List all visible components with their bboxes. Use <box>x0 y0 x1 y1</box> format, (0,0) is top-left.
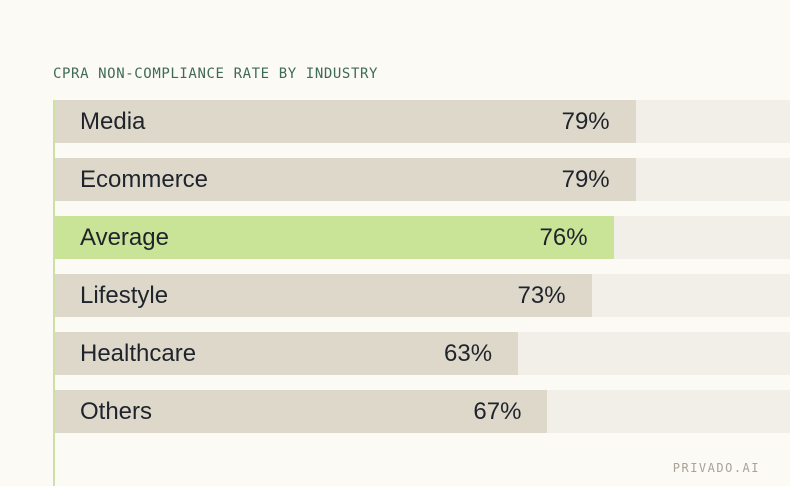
value-label: 67% <box>473 398 522 425</box>
category-label: Healthcare <box>80 340 197 367</box>
bar-row: Average 76% <box>55 216 790 259</box>
bar-row: Ecommerce 79% <box>55 158 790 201</box>
value-label: 79% <box>561 108 610 135</box>
value-label: 76% <box>539 224 588 251</box>
value-label: 79% <box>561 166 610 193</box>
brand-watermark: PRIVADO.AI <box>672 461 760 475</box>
category-label: Lifestyle <box>80 282 169 309</box>
bar-row: Media 79% <box>55 100 790 143</box>
category-label: Media <box>80 108 146 135</box>
bar: 76% <box>55 216 614 259</box>
bar: 79% <box>55 158 636 201</box>
value-label: 63% <box>444 340 493 367</box>
chart-title: CPRA NON-COMPLIANCE RATE BY INDUSTRY <box>53 66 379 82</box>
category-label: Average <box>80 224 169 251</box>
axis-baseline <box>53 100 55 486</box>
bar-row: Healthcare 63% <box>55 332 790 375</box>
bar: 79% <box>55 100 636 143</box>
bar-row: Lifestyle 73% <box>55 274 790 317</box>
category-label: Ecommerce <box>80 166 209 193</box>
bar: 63% <box>55 332 519 375</box>
bar-chart: Media 79% Ecommerce 79% Average 76% Life… <box>55 100 790 448</box>
value-label: 73% <box>517 282 566 309</box>
category-label: Others <box>80 398 153 425</box>
bar: 67% <box>55 390 548 433</box>
bar: 73% <box>55 274 592 317</box>
bar-row: Others 67% <box>55 390 790 433</box>
